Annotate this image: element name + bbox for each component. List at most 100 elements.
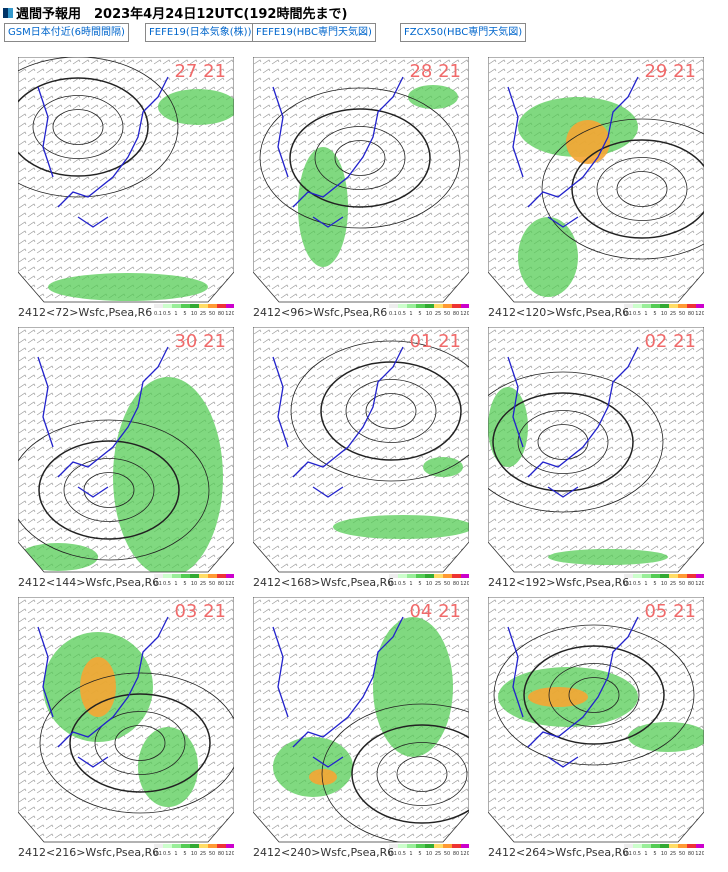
map-caption: 2412<120>Wsfc,Psea,R6 — [488, 306, 630, 319]
colorbar-cell — [163, 844, 172, 848]
colorbar-label: 0.5 — [633, 311, 641, 317]
coastline — [272, 616, 404, 768]
isobar — [39, 672, 234, 814]
colorbar-cell — [190, 844, 199, 848]
isobar — [523, 645, 665, 745]
colorbar-label: 80 — [218, 581, 224, 587]
colorbar-label: 25 — [200, 851, 206, 857]
precip-area — [273, 737, 353, 797]
colorbar-label: 1 — [174, 851, 177, 857]
colorbar-cell — [416, 304, 425, 308]
colorbar-label: 5 — [183, 311, 186, 317]
isobar — [18, 419, 210, 561]
colorbar-label: 25 — [670, 581, 676, 587]
colorbar-cell — [154, 844, 163, 848]
colorbar-cell — [226, 844, 234, 848]
precip-area — [408, 85, 458, 109]
colorbar-cell — [398, 304, 407, 308]
coastline — [37, 76, 169, 228]
link[interactable]: FEFE19(HBC専門天気図) — [252, 23, 376, 42]
map-caption: 2412<192>Wsfc,Psea,R6 — [488, 576, 630, 589]
isobar — [345, 379, 437, 443]
isobar — [18, 57, 179, 198]
coastline — [37, 346, 169, 498]
colorbar-cell — [624, 304, 633, 308]
colorbar-label: 0.1 — [154, 851, 162, 857]
colorbar-cell — [407, 574, 416, 578]
colorbar-label: 1 — [409, 851, 412, 857]
colorbar-label: 120 — [225, 311, 234, 317]
colorbar-cell — [452, 844, 461, 848]
colorbar-cell — [651, 304, 660, 308]
map-caption: 2412<72>Wsfc,Psea,R6 — [18, 306, 153, 319]
colorbar-cell — [443, 844, 452, 848]
colorbar-cell — [660, 574, 669, 578]
link[interactable]: FEFE19(日本気象(株)) — [145, 23, 256, 42]
colorbar-cell — [407, 844, 416, 848]
map-panel: 0.1 0.5 1 5 10 25 50 80 120 04 21 2412<240>Wsfc,Ps… — [253, 597, 469, 859]
colorbar-cell — [669, 304, 678, 308]
map-panel: 0.1 0.5 1 5 10 25 50 80 120 27 21 2412<72>Wsfc,Pse… — [18, 57, 234, 319]
colorbar-cell — [461, 304, 469, 308]
colorbar-label: 5 — [653, 311, 656, 317]
colorbar-label: 0.5 — [163, 311, 171, 317]
isobar — [616, 171, 668, 207]
coastline — [272, 346, 404, 498]
map-border — [488, 597, 704, 843]
colorbar-label: 80 — [218, 851, 224, 857]
colorbar-cell — [452, 304, 461, 308]
colorbar-cell — [181, 844, 190, 848]
heavy-precip — [309, 769, 337, 785]
isobar — [321, 703, 469, 842]
isobar — [94, 711, 186, 775]
colorbar-cell — [389, 304, 398, 308]
colorbar-cell — [642, 574, 651, 578]
colorbar-cell — [163, 574, 172, 578]
colorbar-label: 1 — [409, 581, 412, 587]
colorbar-label: 1 — [174, 581, 177, 587]
colorbar-cell — [642, 844, 651, 848]
weather-map: 0.1 0.5 1 5 10 25 50 80 120 — [488, 327, 704, 587]
colorbar-label: 5 — [183, 851, 186, 857]
colorbar-label: 50 — [444, 851, 450, 857]
precip-area — [298, 147, 348, 267]
isobar — [493, 624, 695, 766]
colorbar-cell — [389, 574, 398, 578]
map-border — [18, 57, 234, 303]
map-body — [18, 327, 234, 572]
precip-area — [488, 387, 528, 467]
isobar — [548, 663, 640, 727]
isobar — [32, 95, 124, 159]
colorbar-cell — [425, 844, 434, 848]
link[interactable]: GSM日本付近(6時間間隔) — [4, 23, 129, 42]
isobar — [488, 371, 664, 513]
map-panel: 0.1 0.5 1 5 10 25 50 80 120 01 21 2412<168>Wsfc,Ps… — [253, 327, 469, 589]
page-title: 週間予報用 2023年4月24日12UTC(192時間先まで) — [16, 7, 348, 22]
isobar — [596, 157, 688, 221]
colorbar-label: 0.5 — [163, 581, 171, 587]
colorbar-label: 0.5 — [398, 581, 406, 587]
colorbar-cell — [651, 574, 660, 578]
colorbar-label: 5 — [183, 581, 186, 587]
colorbar-cell — [452, 574, 461, 578]
colorbar-label: 1 — [174, 311, 177, 317]
map-panel: 0.1 0.5 1 5 10 25 50 80 120 03 21 2412<216>Wsfc,Ps… — [18, 597, 234, 859]
isobar — [314, 126, 406, 190]
colorbar-label: 80 — [688, 581, 694, 587]
heavy-precip — [80, 657, 116, 717]
isobar — [571, 139, 704, 239]
colorbar-label: 0.1 — [389, 311, 397, 317]
colorbar-label: 0.5 — [398, 851, 406, 857]
link[interactable]: FZCX50(HBC専門天気図) — [400, 23, 527, 42]
forecast-date: 27 21 — [174, 61, 226, 82]
colorbar-cell — [181, 304, 190, 308]
colorbar-cell — [443, 574, 452, 578]
map-body — [253, 597, 469, 842]
colorbar-label: 50 — [679, 311, 685, 317]
colorbar-cell — [208, 304, 217, 308]
precip-area — [548, 549, 668, 565]
colorbar-cell — [172, 574, 181, 578]
colorbar-label: 10 — [191, 581, 197, 587]
forecast-date: 05 21 — [644, 601, 696, 622]
isobar — [18, 77, 149, 177]
